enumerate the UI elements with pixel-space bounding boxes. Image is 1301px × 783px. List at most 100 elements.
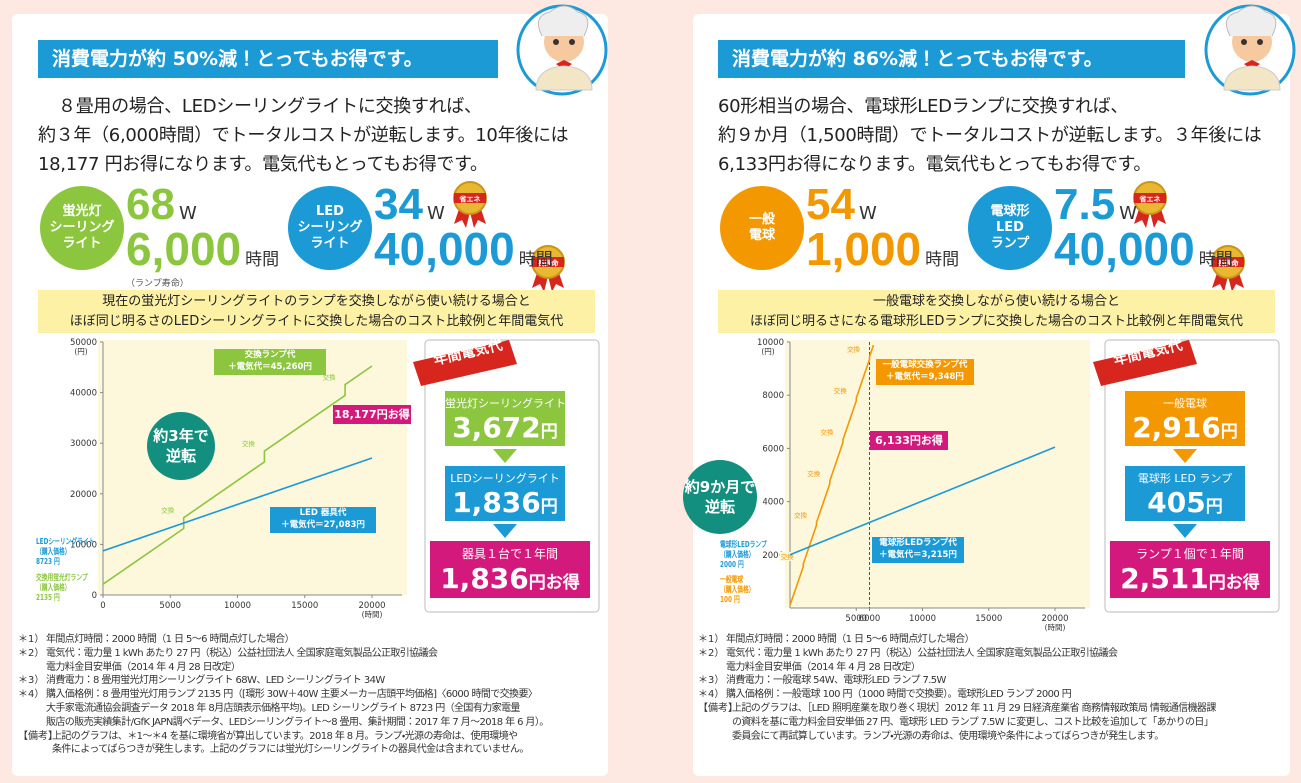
footnote-text: 委員会にて再試算しています。ランプ・光源の寿命は、使用環境や条件によってばらつき… (732, 730, 1164, 742)
series-line (789, 344, 875, 606)
chart-header: 一般電球を交換しながら使い続ける場合と ほぼ同じ明るさになる電球形LEDランプに交… (718, 290, 1275, 333)
footnote-text: 上記のグラフは、［LED 照明産業を取り巻く現状］2012 年 11 月 29 … (732, 703, 1216, 714)
spec-badge (720, 186, 804, 270)
annotation-line: 約3年で (153, 427, 209, 445)
annotation-line: 2135 円 (36, 593, 60, 602)
x-axis-label: (時間) (362, 610, 383, 619)
watt-value: 54 (806, 180, 855, 229)
y-tick-label: 20000 (70, 490, 97, 500)
x-tick-label: 20000 (358, 601, 385, 611)
x-tick-label: 10000 (224, 601, 251, 611)
spec-label: LED シーリング ライト (288, 204, 372, 252)
annual-number: 405 (1147, 486, 1206, 519)
spec-label: 電球形 LED ランプ (968, 204, 1052, 252)
annotation-line: 100 円 (720, 595, 740, 604)
y-tick-label: 8000 (762, 391, 784, 401)
annotation-line: 一般電球交換ランプ代 (882, 360, 968, 370)
series-line (789, 446, 1056, 556)
hours-unit: 時間 (245, 250, 280, 270)
hours-unit: 時間 (1198, 250, 1233, 270)
footnote-text: 購入価格例：8 畳用蛍光灯用ランプ 2135 円（[環形 30W＋40W 主要メ… (46, 689, 538, 701)
annual-total: 器具１台で１年間 1,836円お得 (430, 541, 590, 598)
medal-band (454, 193, 486, 203)
annotation: 18,177円お得 (333, 405, 411, 424)
spec-label-line: シーリング (297, 220, 363, 235)
annual-item: 蛍光灯シーリングライト 3,672円 (445, 391, 566, 446)
annual-total-value: 2,511円お得 (1110, 562, 1270, 595)
annotation: LED 器具代 ＋電気代＝27,083円 (270, 507, 376, 533)
annual-label: 電球形 LED ランプ (1137, 472, 1233, 485)
annotation-line: 2000 円 (720, 560, 744, 569)
spec-hours: 40,000 時間 (1054, 222, 1233, 276)
y-tick-label: 40000 (70, 389, 97, 399)
medal-text: 長寿命 (538, 259, 560, 268)
annotation-line: ＋電気代＝9,348円 (886, 372, 964, 382)
step-tag (832, 386, 849, 396)
footnote-text: 大手家電流通協会調査データ 2018 年 8月店頭表示価格平均)。LED シーリ… (46, 703, 520, 714)
medal-band (1134, 193, 1166, 203)
step-tag (240, 439, 257, 449)
spec-watt: 34 W (374, 180, 445, 230)
watt-unit: W (858, 203, 877, 224)
footnote-marker: 【備考】 (698, 703, 738, 714)
annotation-line: ＋電気代＝3,215円 (879, 550, 957, 560)
annual-arrow (1173, 524, 1197, 538)
annual-number: 1,836 (452, 486, 541, 519)
annotation: 交換用蛍光灯ランプ （購入価格） 2135 円 (36, 573, 88, 603)
annotation: 6,133円お得 (870, 431, 948, 450)
spec-badge (40, 186, 124, 270)
annual-item: 一般電球 2,916円 (1125, 391, 1245, 446)
plot-area (98, 340, 407, 595)
footnote-text: 年間点灯時間：2000 時間（1 日 5〜6 時間点灯した場合） (46, 634, 295, 645)
y-tick-label: 10000 (70, 540, 97, 550)
annual-arrow (493, 449, 517, 463)
x-tick-label: 15000 (291, 601, 318, 611)
annotation-line: 逆転 (704, 498, 735, 516)
spec-label-line: シーリング (49, 220, 115, 235)
y-axis-label: (円) (74, 347, 87, 356)
annual-total-value: 1,836円お得 (430, 562, 590, 595)
spec-badge (288, 186, 372, 270)
annotation: 電球形LEDランプ代 ＋電気代＝3,215円 (872, 537, 964, 563)
annual-total-label: ランプ１個で１年間 (1136, 547, 1244, 561)
footnote-text: 電力料金目安単価（2014 年 4 月 28 日改定） (726, 661, 921, 673)
spec-label-line: LED (996, 220, 1024, 235)
annual-item: 電球形 LED ランプ 405円 (1125, 466, 1245, 521)
spec-label-line: 一般 (748, 212, 775, 227)
hours-unit: 時間 (925, 250, 960, 270)
footnote-text: 電気代：電力量 1 kWh あたり 27 円（税込）公益社団法人 全国家庭電気製… (46, 647, 438, 659)
annual-total-number: 1,836 (440, 562, 529, 595)
watt-value: 7.5 (1054, 180, 1116, 229)
annual-total-unit: 円お得 (528, 573, 580, 593)
intro-text: ８畳用の場合、LEDシーリングライトに交換すれば、 (58, 96, 482, 117)
y-tick-label: 30000 (70, 439, 97, 449)
footnote-text: の資料を基に電力料金目安単価 27 円、電球形 LED ランプ 7.5W に変更… (732, 716, 1214, 728)
annotation-line: （購入価格） (36, 583, 71, 592)
annotation-line: ＋電気代＝27,083円 (281, 520, 365, 530)
spec-hours: 40,000 時間 (374, 222, 553, 276)
intro-text: 18,177 円お得になります。電気代もとってもお得です。 (38, 154, 488, 175)
annual-label: 一般電球 (1163, 397, 1207, 410)
annual-label: LEDシーリングライト (450, 472, 560, 485)
x-tick-label: 6000 (859, 614, 881, 624)
annotation: 一般電球交換ランプ代 ＋電気代＝9,348円 (876, 359, 974, 385)
spec-watt: 7.5 W (1054, 180, 1137, 230)
step-label: 交換 (781, 552, 795, 561)
avatar (1204, 4, 1296, 96)
spec-watt: 68 W (126, 180, 197, 230)
annotation: 一般電球 （購入価格） 100 円 (720, 575, 755, 605)
step-tag (805, 469, 822, 479)
annotation-line: 8723 円 (36, 557, 60, 566)
annual-unit: 円 (1205, 497, 1223, 517)
annual-label: 蛍光灯シーリングライト (445, 397, 566, 410)
annotation-line: 逆転 (165, 447, 196, 465)
footnote-marker: ＊4） (698, 689, 725, 701)
annotation: 約9か月で 逆転 (683, 460, 757, 534)
step-label: 交換 (323, 373, 337, 382)
x-tick-label: 5000 (159, 601, 181, 611)
footnote-marker: ＊4） (18, 689, 45, 701)
annual-value: 2,916円 (1125, 411, 1245, 444)
footnote-text: 販店の販売実績集計/GfK JAPN調べデータ、LEDシーリングライト〜8 畳用… (46, 716, 549, 728)
annual-value: 405円 (1125, 486, 1245, 519)
watt-value: 34 (374, 180, 423, 229)
